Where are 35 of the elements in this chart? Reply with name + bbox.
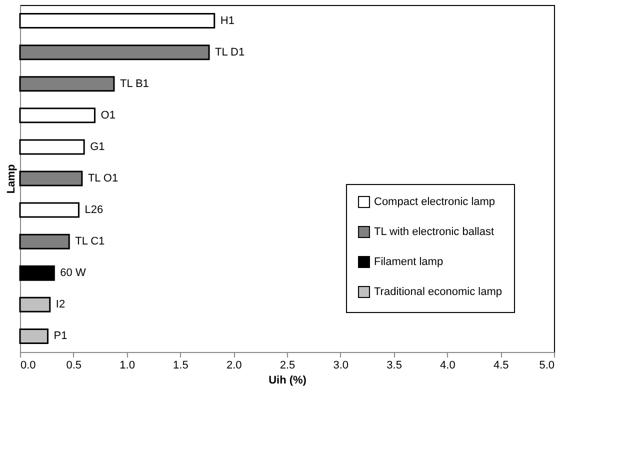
y-tick-label: 60 W xyxy=(60,267,86,280)
y-tick-label: TL O1 xyxy=(88,172,118,184)
x-tick-label: 1.5 xyxy=(173,360,188,372)
x-tick-label: 5.0 xyxy=(539,360,554,372)
x-tick-label: 0.5 xyxy=(66,360,82,372)
legend-label: Compact electronic lamp xyxy=(374,196,496,208)
legend-label: TL with electronic ballast xyxy=(374,226,494,238)
bar xyxy=(19,296,51,312)
x-tick-label: 1.0 xyxy=(120,360,135,372)
bar xyxy=(19,108,96,124)
bar xyxy=(19,13,216,29)
y-tick-label: O1 xyxy=(100,109,116,122)
x-tick-label: 2.0 xyxy=(226,360,242,372)
y-tick-label: P1 xyxy=(54,330,68,342)
x-tick-label: 3.5 xyxy=(386,360,402,372)
x-tick-label: 4.5 xyxy=(493,360,509,372)
y-tick-label: I2 xyxy=(56,298,66,311)
x-axis-title: Uih (%) xyxy=(268,374,307,386)
y-tick-label: TL D1 xyxy=(215,46,245,58)
bar xyxy=(19,202,80,218)
x-tick-label: 4.0 xyxy=(440,360,456,372)
y-tick-label: TL C1 xyxy=(75,236,105,248)
y-tick-label: G1 xyxy=(90,140,105,153)
y-tick-label: H1 xyxy=(220,14,234,27)
bar xyxy=(19,139,85,155)
legend-label: Traditional economic lamp xyxy=(374,286,502,298)
legend-label: Filament lamp xyxy=(374,256,444,268)
x-tick-label: 3.0 xyxy=(333,360,349,372)
y-tick-label: TL B1 xyxy=(120,78,149,90)
bar xyxy=(19,328,49,344)
y-tick-label: L26 xyxy=(84,204,104,216)
x-tick-label: 2.5 xyxy=(280,360,296,372)
bar xyxy=(19,265,55,281)
x-tick-label: 0.0 xyxy=(20,360,36,372)
y-axis-title: Lamp xyxy=(6,164,18,194)
